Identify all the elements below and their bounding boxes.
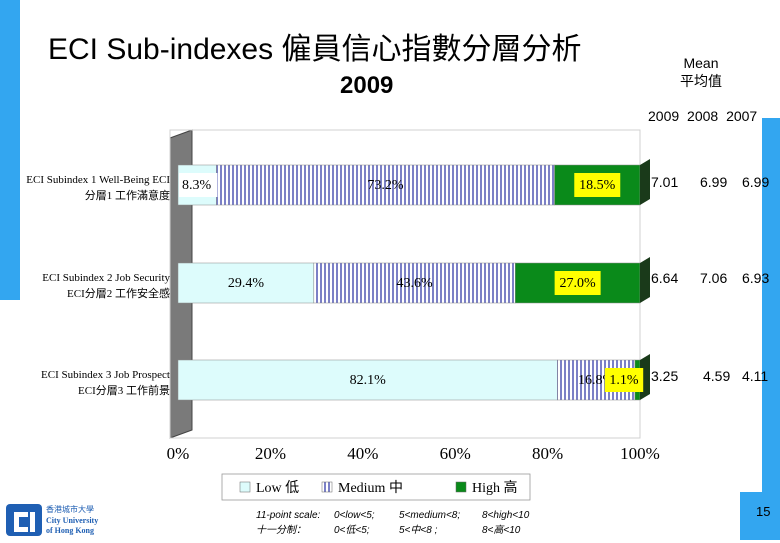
legend-label: Medium 中 bbox=[338, 480, 403, 496]
mean-2008: 6.99 bbox=[700, 174, 728, 190]
data-label: 27.0% bbox=[560, 276, 597, 291]
category-label-zh: ECI分層2 工作安全感 bbox=[67, 286, 170, 300]
x-tick-label: 20% bbox=[255, 444, 286, 463]
legend-frame bbox=[221, 473, 531, 501]
x-tick-label: 60% bbox=[440, 444, 471, 463]
x-tick-label: 0% bbox=[167, 444, 190, 463]
scale-note-zh-low: 0<低<5; bbox=[334, 525, 370, 536]
scale-note-zh-high: 8<高<10 bbox=[482, 525, 521, 536]
category-label-en: ECI Subindex 2 Job Security bbox=[42, 272, 170, 284]
mean-header: Mean 平均值 bbox=[666, 54, 736, 90]
cityu-logo-mark: 香港城市大學 City University of Hong Kong bbox=[6, 504, 98, 536]
logo-text-en1: City University bbox=[46, 516, 98, 525]
mean-header-en: Mean bbox=[683, 55, 719, 71]
bar-3d-side bbox=[640, 159, 650, 205]
mean-2007: 6.93 bbox=[742, 270, 770, 286]
bar-segment-low bbox=[177, 359, 558, 401]
city-university-logo: 香港城市大學 City University of Hong Kong bbox=[6, 502, 106, 543]
data-label: 43.6% bbox=[396, 276, 433, 291]
category-label-zh: ECI分層3 工作前景 bbox=[78, 383, 170, 397]
right-accent-foot bbox=[740, 492, 780, 540]
year-heading: 2009 bbox=[340, 72, 394, 99]
legend-label: Low 低 bbox=[256, 480, 299, 496]
mean-2008: 4.59 bbox=[703, 368, 731, 384]
mean-year-columns: 2009 2008 2007 bbox=[648, 108, 758, 124]
logo-text-en2: of Hong Kong bbox=[46, 526, 94, 535]
mean-2008: 7.06 bbox=[700, 270, 728, 286]
data-label: 8.3% bbox=[182, 178, 212, 193]
bar-3d-side bbox=[640, 257, 650, 303]
left-accent-band bbox=[0, 0, 20, 300]
x-tick-label: 80% bbox=[532, 444, 563, 463]
data-label-box bbox=[554, 271, 601, 295]
bar-segment-medium bbox=[216, 164, 555, 206]
page-number: 15 bbox=[756, 504, 771, 519]
data-label: 82.1% bbox=[350, 373, 387, 388]
legend-swatch-medium bbox=[321, 481, 333, 493]
mean-2009: 6.64 bbox=[651, 270, 679, 286]
data-label-box bbox=[604, 368, 644, 392]
data-label-box bbox=[179, 173, 218, 197]
legend-label: High 高 bbox=[472, 479, 518, 496]
right-accent-band bbox=[762, 118, 780, 540]
bar-segment-low bbox=[177, 262, 315, 304]
data-label-box bbox=[574, 173, 621, 197]
mean-2007: 6.99 bbox=[742, 174, 770, 190]
scale-note-en-high: 8<high<10 bbox=[482, 510, 530, 521]
data-label: 73.2% bbox=[367, 178, 404, 193]
scale-note-en-low: 0<low<5; bbox=[334, 510, 375, 521]
page-title: ECI Sub-indexes 僱員信心指數分層分析 bbox=[48, 33, 582, 66]
scale-note-en-medium: 5<medium<8; bbox=[399, 510, 461, 521]
mean-2009: 7.01 bbox=[651, 174, 679, 190]
legend-swatch-low bbox=[239, 481, 251, 493]
bar-segment-medium bbox=[313, 262, 516, 304]
legend-swatch-high bbox=[455, 481, 467, 493]
category-label-zh: 分層1 工作滿意度 bbox=[85, 188, 170, 202]
x-tick-label: 40% bbox=[347, 444, 378, 463]
x-tick-label: 100% bbox=[620, 444, 660, 463]
scale-note-en-prefix: 11-point scale: bbox=[256, 510, 321, 521]
mean-2007: 4.11 bbox=[742, 368, 769, 384]
logo-text-zh: 香港城市大學 bbox=[46, 504, 94, 514]
mean-header-zh: 平均值 bbox=[680, 73, 722, 89]
scale-note-zh-medium: 5<中<8 ; bbox=[399, 525, 438, 536]
scale-note-zh-prefix: 十一分制： bbox=[256, 525, 306, 536]
data-label: 29.4% bbox=[228, 276, 265, 291]
data-label: 1.1% bbox=[609, 373, 639, 388]
category-label-en: ECI Subindex 1 Well-Being ECI bbox=[26, 174, 170, 186]
category-label-en: ECI Subindex 3 Job Prospect bbox=[41, 369, 170, 381]
mean-2009: 3.25 bbox=[651, 368, 679, 384]
data-label: 18.5% bbox=[579, 178, 616, 193]
